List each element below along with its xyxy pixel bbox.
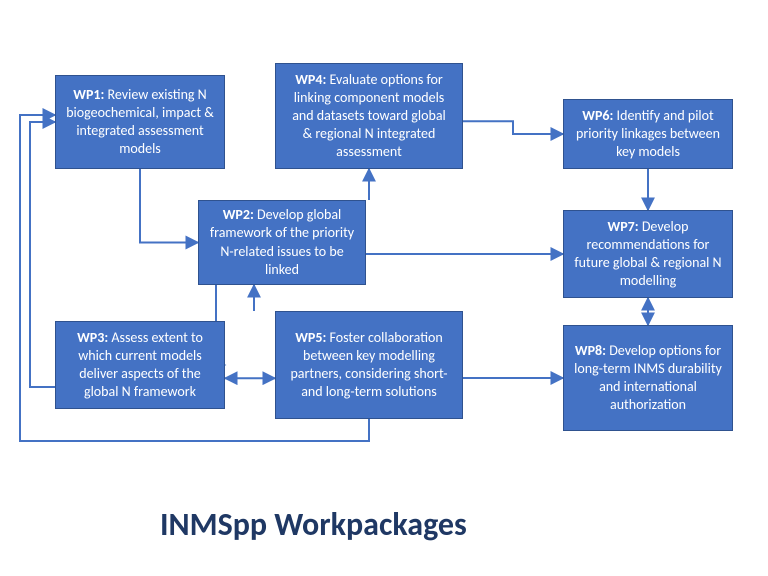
node-wp2-code: WP2: (223, 206, 254, 223)
diagram-title: INMSpp Workpackages (160, 505, 467, 544)
node-wp1: WP1: Review existing N biogeochemical, i… (55, 75, 225, 169)
node-wp2: WP2: Develop global framework of the pri… (198, 200, 366, 285)
node-wp6-code: WP6: (582, 107, 613, 124)
node-wp1-code: WP1: (73, 86, 104, 103)
node-wp8-code: WP8: (575, 342, 606, 359)
node-wp7-text: Develop recommendations for future globa… (574, 218, 721, 290)
node-wp4: WP4: Evaluate options for linking compon… (275, 63, 463, 169)
node-wp6: WP6: Identify and pilot priority linkage… (563, 99, 733, 169)
node-wp7: WP7: Develop recommendations for future … (563, 210, 733, 298)
edge-5 (463, 121, 563, 134)
node-wp4-code: WP4: (295, 71, 326, 88)
edge-10 (30, 122, 55, 387)
node-wp5: WP5: Foster collaboration between key mo… (275, 311, 463, 419)
node-wp8: WP8: Develop options for long-term INMS … (563, 325, 733, 431)
node-wp7-code: WP7: (608, 218, 639, 235)
node-wp5-code: WP5: (295, 329, 326, 346)
node-wp3-code: WP3: (77, 329, 108, 346)
edge-0 (140, 169, 198, 243)
node-wp3: WP3: Assess extent to which current mode… (55, 321, 225, 409)
